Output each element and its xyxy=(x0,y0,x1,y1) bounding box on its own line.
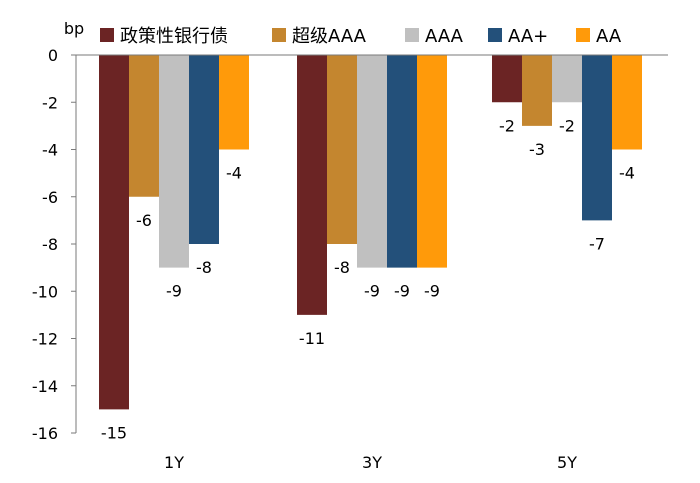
y-tick-label: -2 xyxy=(42,93,58,112)
legend-label: 政策性银行债 xyxy=(120,26,228,47)
bar-value-label: -6 xyxy=(136,211,152,230)
bar-value-label: -8 xyxy=(196,258,212,277)
bar xyxy=(99,55,129,410)
bar xyxy=(582,55,612,221)
legend-label: AA xyxy=(596,26,622,47)
bar-value-label: -9 xyxy=(394,282,410,301)
legend-label: 超级AAA xyxy=(292,26,367,47)
bar-value-label: -7 xyxy=(589,234,605,253)
y-axis-unit-label: bp xyxy=(64,19,84,38)
bar-value-label: -2 xyxy=(559,116,575,135)
legend-label: AAA xyxy=(425,26,464,47)
y-tick-label: -10 xyxy=(32,282,58,301)
bar xyxy=(159,55,189,268)
bar-value-label: -2 xyxy=(499,116,515,135)
bar xyxy=(357,55,387,268)
bar xyxy=(387,55,417,268)
y-tick-label: -4 xyxy=(42,141,58,160)
bar xyxy=(417,55,447,268)
bar xyxy=(297,55,327,315)
y-tick-label: -8 xyxy=(42,235,58,254)
y-tick-label: 0 xyxy=(48,46,58,65)
legend-swatch xyxy=(405,28,419,42)
legend-label: AA+ xyxy=(508,26,548,47)
bar-value-label: -4 xyxy=(226,164,242,183)
legend-swatch xyxy=(488,28,502,42)
bar xyxy=(327,55,357,244)
bar-value-label: -4 xyxy=(619,164,635,183)
bar xyxy=(492,55,522,103)
bar xyxy=(612,55,642,150)
y-tick-label: -16 xyxy=(32,424,58,443)
y-tick-label: -14 xyxy=(32,377,58,396)
bar xyxy=(522,55,552,126)
bar xyxy=(552,55,582,103)
axes: 0 -2 -4 -6 -8 -10 -12 -14 -16 bp 1Y 3Y 5Y xyxy=(32,19,668,472)
bar-value-label: -9 xyxy=(166,282,182,301)
bar-value-label: -11 xyxy=(299,329,325,348)
bar xyxy=(189,55,219,244)
legend: 政策性银行债 超级AAA AAA AA+ AA xyxy=(100,26,622,47)
bars xyxy=(99,55,642,410)
bar xyxy=(219,55,249,150)
y-tick-label: -12 xyxy=(32,330,58,349)
x-category-label: 1Y xyxy=(164,453,184,472)
x-category-label: 3Y xyxy=(362,453,382,472)
bar-value-label: -3 xyxy=(529,140,545,159)
legend-swatch xyxy=(100,28,114,42)
y-tick-label: -6 xyxy=(42,188,58,207)
bar-value-label: -9 xyxy=(424,282,440,301)
legend-swatch xyxy=(272,28,286,42)
data-labels: -15 -11 -2 -6 -8 -3 -9 -9 -2 -8 -9 -7 -4 -9 -4 xyxy=(101,116,635,442)
legend-swatch xyxy=(576,28,590,42)
bar-value-label: -9 xyxy=(364,282,380,301)
bar-value-label: -15 xyxy=(101,423,127,442)
bar-value-label: -8 xyxy=(334,258,350,277)
x-category-label: 5Y xyxy=(557,453,577,472)
bar xyxy=(129,55,159,197)
